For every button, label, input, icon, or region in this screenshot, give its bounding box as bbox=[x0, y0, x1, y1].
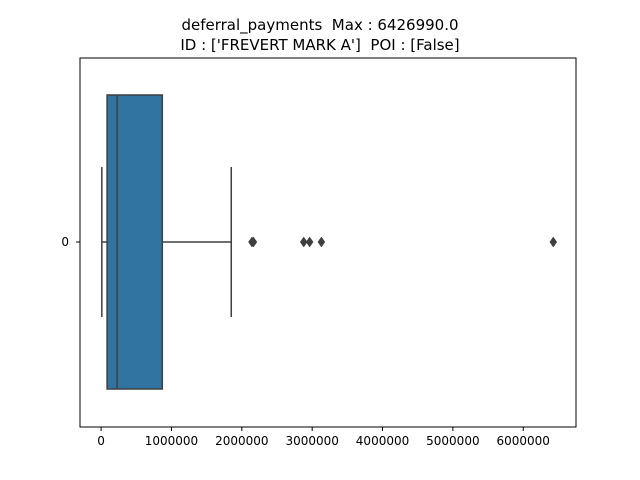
outlier-point bbox=[299, 236, 308, 248]
plot-layer bbox=[101, 94, 558, 390]
x-tick-label: 3000000 bbox=[285, 434, 338, 448]
x-tick-label: 1000000 bbox=[145, 434, 198, 448]
y-tick-label: 0 bbox=[61, 235, 69, 249]
outlier-point bbox=[305, 236, 314, 248]
iqr-box bbox=[106, 94, 164, 390]
x-tick-label: 2000000 bbox=[215, 434, 268, 448]
x-tick-label: 5000000 bbox=[426, 434, 479, 448]
x-tick-label: 6000000 bbox=[497, 434, 550, 448]
chart-title-line-2: ID : ['FREVERT MARK A'] POI : [False] bbox=[180, 36, 460, 54]
chart-title-line-1: deferral_payments Max : 6426990.0 bbox=[181, 16, 459, 34]
tick-layer: 0 1000000 2000000 3000000 4000000 5000000 6000… bbox=[61, 235, 550, 448]
outlier-point bbox=[549, 236, 558, 248]
x-tick-label: 0 bbox=[97, 434, 105, 448]
x-tick-label: 4000000 bbox=[356, 434, 409, 448]
outlier-point bbox=[249, 236, 258, 248]
outlier-point bbox=[317, 236, 326, 248]
